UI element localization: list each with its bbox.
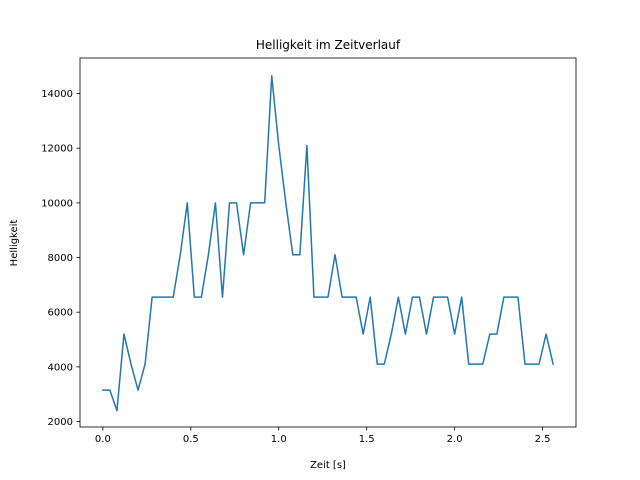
tick-layer: 0.0 0.5 1.0 1.5 2.0 2.5 2000 4000 6000 8000 10000 1… (41, 89, 550, 445)
y-tick-label: 10000 (41, 198, 73, 209)
x-tick-label: 1.5 (359, 434, 375, 445)
y-tick-label: 14000 (41, 89, 73, 100)
x-tick-label: 0.5 (183, 434, 199, 445)
y-tick-label: 2000 (48, 417, 73, 428)
x-tick-label: 2.5 (535, 434, 551, 445)
chart-title: Helligkeit im Zeitverlauf (256, 38, 401, 52)
y-tick-label: 4000 (48, 362, 73, 373)
x-tick-label: 2.0 (447, 434, 463, 445)
y-tick-label: 6000 (48, 308, 73, 319)
y-tick-label: 8000 (48, 253, 73, 264)
y-tick-label: 12000 (41, 144, 73, 155)
x-axis-label: Zeit [s] (310, 460, 346, 471)
series-line (102, 75, 555, 412)
x-tick-label: 0.0 (95, 434, 111, 445)
y-axis-label: Helligkeit (9, 220, 20, 267)
x-tick-label: 1.0 (271, 434, 287, 445)
plot-frame (79, 57, 577, 428)
